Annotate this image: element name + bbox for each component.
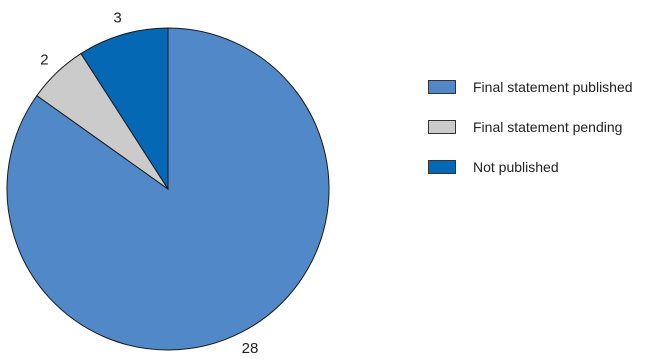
slice-label-not-published: 3 [113,9,121,26]
legend: Final statement published Final statemen… [428,77,667,197]
legend-item-published: Final statement published [428,77,667,97]
legend-item-pending: Final statement pending [428,117,667,137]
legend-label-not-published: Not published [473,159,559,175]
legend-label-published: Final statement published [473,79,633,95]
legend-swatch-not-published [428,160,456,174]
slice-label-pending: 2 [40,51,48,68]
legend-label-pending: Final statement pending [473,119,623,135]
slice-label-published: 28 [242,340,259,357]
legend-swatch-published [428,80,456,94]
legend-item-not-published: Not published [428,157,667,177]
legend-swatch-pending [428,120,456,134]
pie-slice-not-published [80,27,169,191]
